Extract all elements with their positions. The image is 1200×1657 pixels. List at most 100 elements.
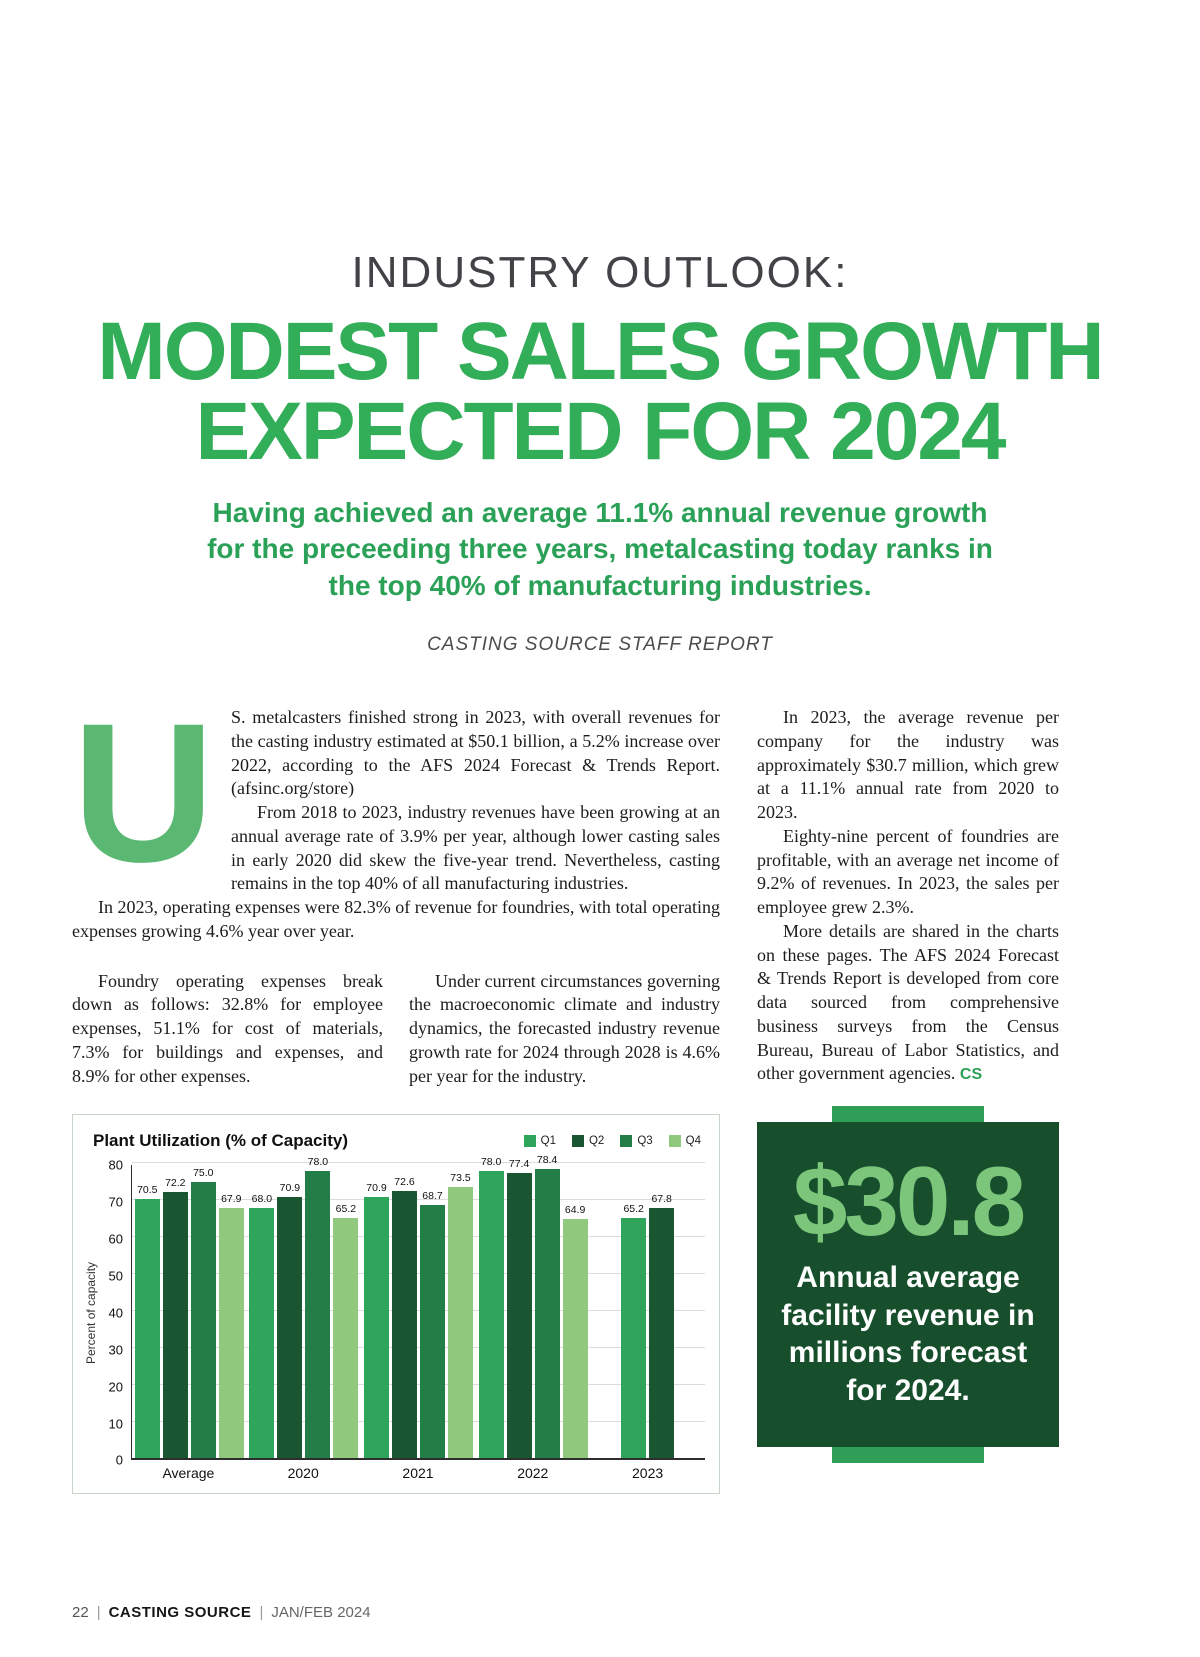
x-axis-labels: Average 2020 2021 2022 2023 — [131, 1465, 705, 1481]
gridline — [132, 1383, 705, 1385]
revenue-callout: $30.8 Annual average facility revenue in… — [757, 1106, 1059, 1464]
y-tick: 70 — [108, 1194, 123, 1210]
y-tick: 30 — [108, 1342, 123, 1358]
bar-value-label: 75.0 — [193, 1166, 214, 1179]
article-title: MODEST SALES GROWTH EXPECTED FOR 2024 — [0, 311, 1200, 472]
x-axis-label-2021: 2021 — [402, 1465, 434, 1482]
right-paragraph-2: Eighty-nine percent of foundries are pro… — [757, 825, 1059, 918]
bar-group-average: 70.5 72.2 75.0 67.9 — [132, 1167, 247, 1459]
plant-utilization-chart: Plant Utilization (% of Capacity) Q1 Q2 Q3… — [72, 1114, 720, 1495]
bar-value-label: 65.2 — [335, 1203, 357, 1216]
right-column: In 2023, the average revenue per company… — [757, 706, 1059, 1494]
bar-value-label: 73.5 — [450, 1172, 471, 1185]
bar-value-label: 67.9 — [221, 1193, 242, 1206]
bar-2022-q2: 77.4 — [506, 1158, 532, 1459]
x-axis-label-average: Average — [162, 1465, 215, 1482]
callout-box: $30.8 Annual average facility revenue in… — [757, 1122, 1059, 1448]
chart-plot-area: 70.5 72.2 75.0 67.9 68.0 70.9 78.0 65.2 70.9 72.6… — [131, 1154, 705, 1481]
two-column-block: Foundry operating expenses break down as… — [72, 970, 720, 1089]
bar-2021-q1: 70.9 — [363, 1182, 389, 1459]
chart-legend: Q1 Q2 Q3 Q4 — [523, 1135, 701, 1148]
y-axis-ticks: 0 10 20 30 40 50 60 70 80 — [101, 1158, 131, 1468]
gridline — [132, 1199, 705, 1201]
y-tick: 60 — [108, 1231, 123, 1247]
gridline — [132, 1346, 705, 1348]
y-tick: 10 — [108, 1416, 123, 1432]
issue-date: JAN/FEB 2024 — [271, 1604, 371, 1621]
callout-value: $30.8 — [792, 1146, 1026, 1257]
left-column-area: U S. metalcasters finished strong in 202… — [72, 682, 720, 1495]
bar-group-2022: 78.0 77.4 78.4 64.9 — [476, 1154, 591, 1459]
column-1-paragraph: Foundry operating expenses break down as… — [72, 970, 383, 1086]
bar-group-2020: 68.0 70.9 78.0 65.2 — [247, 1156, 362, 1459]
bar-2021-q3: 68.7 — [419, 1190, 445, 1459]
chart-header: Plant Utilization (% of Capacity) Q1 Q2 Q3… — [81, 1131, 705, 1165]
chart-title: Plant Utilization (% of Capacity) — [93, 1131, 349, 1151]
bar-value-label: 70.9 — [279, 1182, 301, 1195]
y-tick: 40 — [108, 1305, 123, 1321]
bar-2020-q3: 78.0 — [305, 1156, 331, 1459]
gridline — [132, 1309, 705, 1311]
bar-average-q4: 67.9 — [218, 1193, 244, 1459]
legend-item-q3: Q3 — [620, 1135, 653, 1148]
bar-value-label: 70.9 — [366, 1182, 387, 1195]
gridline — [132, 1420, 705, 1422]
bar-2022-q4: 64.9 — [562, 1204, 588, 1459]
legend-swatch — [668, 1135, 681, 1148]
legend-item-q1: Q1 — [523, 1135, 556, 1148]
lede-paragraph-3: In 2023, operating expenses were 82.3% o… — [72, 897, 720, 941]
y-tick: 50 — [108, 1268, 123, 1284]
bar-value-label: 72.6 — [394, 1175, 415, 1188]
bar-2022-q3: 78.4 — [534, 1154, 560, 1459]
x-axis-label-2022: 2022 — [517, 1465, 549, 1482]
page-footer: 22 | CASTING SOURCE | JAN/FEB 2024 — [72, 1604, 371, 1621]
legend-swatch — [523, 1135, 536, 1148]
chart-plot: 70.5 72.2 75.0 67.9 68.0 70.9 78.0 65.2 70.9 72.6… — [131, 1154, 705, 1461]
callout-text: Annual average facility revenue in milli… — [781, 1261, 1035, 1407]
bar-value-label: 72.2 — [165, 1177, 186, 1190]
y-tick: 80 — [108, 1157, 123, 1173]
footer-separator: | — [259, 1604, 264, 1621]
bar-value-label: 78.0 — [307, 1155, 329, 1168]
bar-average-q1: 70.5 — [134, 1184, 160, 1459]
column-2-paragraph: Under current circumstances governing th… — [409, 970, 720, 1086]
bar-2022-q1: 78.0 — [478, 1156, 504, 1459]
end-mark: CS — [959, 1066, 983, 1084]
byline: CASTING SOURCE STAFF REPORT — [427, 634, 773, 656]
gridline — [132, 1162, 705, 1164]
y-tick: 0 — [115, 1452, 123, 1468]
dropcap-u: U — [72, 682, 215, 904]
article-subtitle: Having achieved an average 11.1% annual … — [207, 497, 993, 601]
legend-item-q4: Q4 — [668, 1135, 701, 1148]
page-number: 22 — [72, 1604, 89, 1621]
bar-value-label: 70.5 — [137, 1183, 158, 1196]
legend-item-q2: Q2 — [571, 1135, 604, 1148]
bar-average-q2: 72.2 — [162, 1177, 188, 1459]
bar-value-label: 67.8 — [651, 1193, 672, 1206]
bar-group-2021: 70.9 72.6 68.7 73.5 — [361, 1172, 476, 1459]
lede-paragraph-1: S. metalcasters finished strong in 2023,… — [231, 707, 720, 799]
x-axis-label-2023: 2023 — [632, 1465, 664, 1482]
bar-value-label: 68.0 — [251, 1192, 273, 1205]
lede-paragraph-2: From 2018 to 2023, industry revenues hav… — [231, 802, 720, 894]
y-axis-label: Percent of capacity — [84, 1261, 98, 1365]
bar-value-label: 65.2 — [623, 1203, 644, 1216]
article-header: INDUSTRY OUTLOOK: MODEST SALES GROWTH EX… — [0, 0, 1200, 656]
gridline — [132, 1236, 705, 1238]
article-body: U S. metalcasters finished strong in 202… — [0, 682, 1200, 1495]
legend-swatch — [620, 1135, 633, 1148]
kicker: INDUSTRY OUTLOOK: — [351, 248, 849, 297]
gridline — [132, 1273, 705, 1275]
bar-2023-q2: 67.8 — [649, 1193, 675, 1459]
bar-2020-q4: 65.2 — [333, 1203, 359, 1459]
bar-value-label: 78.0 — [480, 1155, 502, 1168]
bar-value-label: 64.9 — [564, 1204, 586, 1217]
bar-2020-q2: 70.9 — [277, 1182, 303, 1459]
bar-average-q3: 75.0 — [190, 1167, 216, 1459]
bar-2021-q4: 73.5 — [447, 1172, 473, 1459]
right-paragraph-3: More details are shared in the charts on… — [757, 920, 1059, 1086]
lede-block: U S. metalcasters finished strong in 202… — [72, 682, 720, 944]
footer-separator: | — [96, 1604, 101, 1621]
bar-2023-q1: 65.2 — [621, 1203, 647, 1459]
